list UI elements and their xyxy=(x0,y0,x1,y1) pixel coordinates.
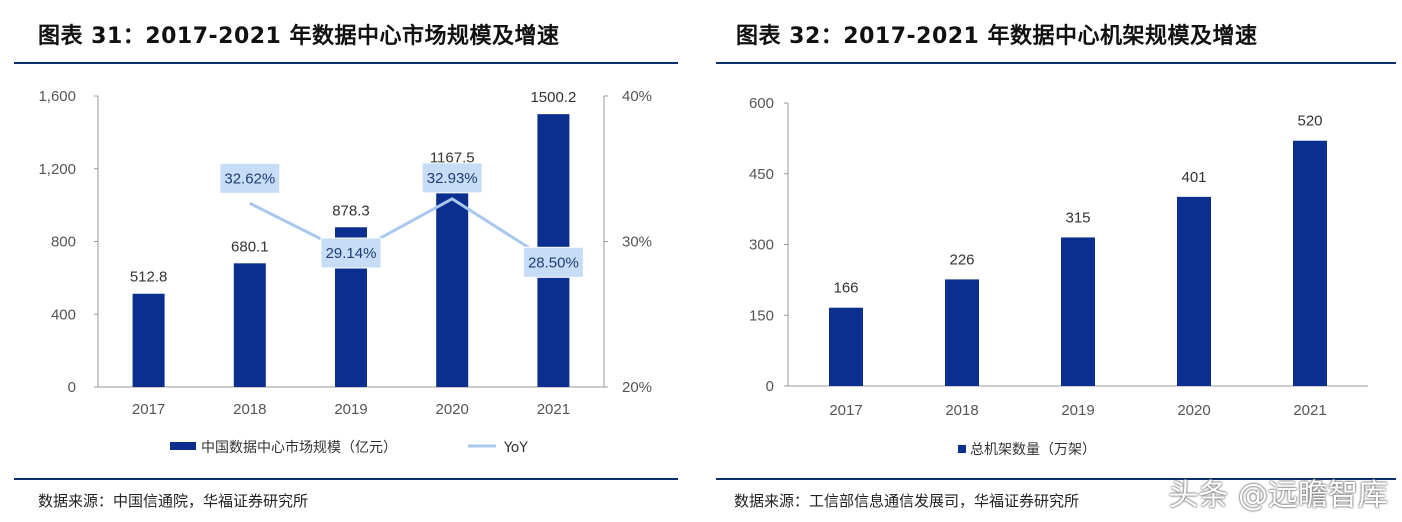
y-tick-label: 1,600 xyxy=(38,88,76,105)
yoy-data-label: 28.50% xyxy=(528,254,579,271)
y-tick-label: 0 xyxy=(766,378,774,395)
y2-tick-label: 20% xyxy=(622,379,652,396)
x-tick-label: 2019 xyxy=(1061,402,1094,419)
chart-panel-market-size: 图表 31：2017-2021 年数据中心市场规模及增速 0 400 800 1,20… xyxy=(0,0,690,522)
y-tick-label: 0 xyxy=(68,379,76,396)
bar-data-label: 401 xyxy=(1181,169,1206,186)
legend-bar-swatch xyxy=(958,445,966,453)
chart-title: 图表 32：2017-2021 年数据中心机架规模及增速 xyxy=(736,24,1258,49)
watermark: 头条 @远瞻智库 xyxy=(1168,478,1388,513)
y-tick-label: 450 xyxy=(749,166,774,183)
market-size-chart: 0 400 800 1,200 1,600 20% 30% 40% 512.8 680.1 878.… xyxy=(38,88,652,456)
yoy-label-box xyxy=(522,246,584,278)
x-tick-label: 2021 xyxy=(537,401,570,418)
bar xyxy=(233,263,266,387)
yoy-line xyxy=(249,197,555,265)
y-tick-label: 300 xyxy=(749,237,774,254)
yoy-data-label: 29.14% xyxy=(326,245,377,262)
yoy-data-label: 32.93% xyxy=(427,170,478,187)
x-tick-label: 2020 xyxy=(436,401,469,418)
bar-data-label: 226 xyxy=(949,251,974,268)
y2-tick-label: 30% xyxy=(622,234,652,251)
yoy-data-label: 32.62% xyxy=(224,170,275,187)
legend-bar-swatch xyxy=(170,442,196,450)
legend-line-label: YoY xyxy=(503,440,528,456)
bar xyxy=(1177,196,1211,386)
x-tick-label: 2018 xyxy=(945,402,978,419)
y-tick-label: 150 xyxy=(749,307,774,324)
y-tick-label: 800 xyxy=(51,234,76,251)
source-note: 数据来源：工信部信息通信发展司，华福证券研究所 xyxy=(734,492,1080,510)
x-tick-label: 2017 xyxy=(829,402,862,419)
bar-data-label: 315 xyxy=(1065,209,1090,226)
bar-data-label: 166 xyxy=(833,280,858,297)
x-tick-label: 2018 xyxy=(233,401,266,418)
title-rule xyxy=(716,62,1396,64)
footer-rule xyxy=(14,478,678,480)
yoy-label-box xyxy=(320,237,382,269)
y2-tick-label: 40% xyxy=(622,88,652,105)
bar-data-label: 878.3 xyxy=(332,202,370,219)
bar-data-label: 680.1 xyxy=(231,238,269,255)
x-tick-label: 2019 xyxy=(334,401,367,418)
x-tick-label: 2017 xyxy=(132,401,165,418)
bar-data-label: 512.8 xyxy=(130,269,168,286)
y-tick-label: 400 xyxy=(51,306,76,323)
bar-data-label: 1500.2 xyxy=(530,89,576,106)
yoy-label-box xyxy=(219,162,281,194)
source-note: 数据来源：中国信通院，华福证券研究所 xyxy=(38,492,309,510)
legend-bar-label: 总机架数量（万架） xyxy=(970,442,1096,458)
bar xyxy=(829,307,863,386)
x-tick-label: 2021 xyxy=(1293,402,1326,419)
legend-bar-label: 中国数据中心市场规模（亿元） xyxy=(201,439,397,456)
bar-data-label: 520 xyxy=(1297,113,1322,130)
bar xyxy=(945,279,979,386)
x-tick-label: 2020 xyxy=(1177,402,1210,419)
title-rule xyxy=(14,62,678,64)
rack-count-chart: 0 150 300 450 600 166 226 315 401 520 2017 2018 2019… xyxy=(749,95,1368,458)
bar xyxy=(436,174,469,387)
chart-panel-rack-count: 图表 32：2017-2021 年数据中心机架规模及增速 0 150 300 450 6… xyxy=(700,0,1402,522)
yoy-label-box xyxy=(421,162,483,194)
y-tick-label: 1,200 xyxy=(38,161,76,178)
bar xyxy=(132,293,165,387)
bar xyxy=(1061,237,1095,386)
bar xyxy=(1293,140,1327,386)
footer-rule xyxy=(716,478,1396,480)
y-tick-label: 600 xyxy=(749,95,774,112)
chart-title: 图表 31：2017-2021 年数据中心市场规模及增速 xyxy=(38,24,560,49)
